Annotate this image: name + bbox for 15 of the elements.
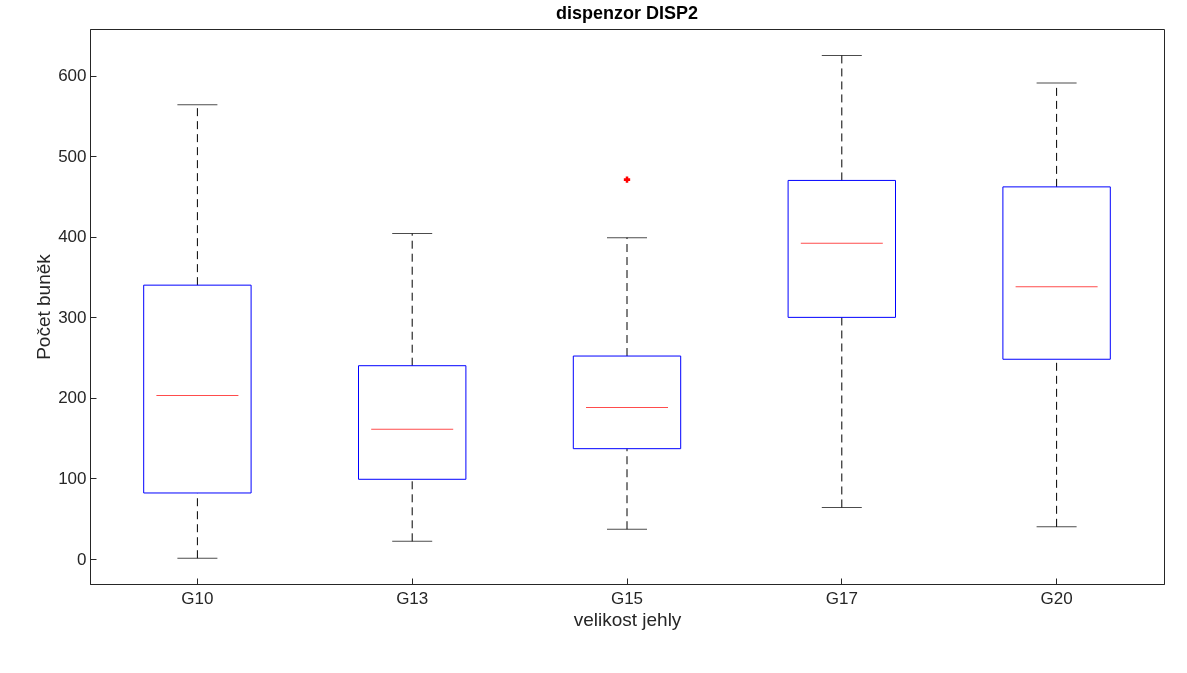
x-tick-label: G13 [396,588,429,608]
y-tick-label: 400 [58,227,87,247]
y-tick-label: 300 [58,307,87,327]
x-axis-title: velikost jehly [573,608,682,630]
y-tick-label: 500 [58,146,87,166]
x-tick-label: G10 [181,588,214,608]
y-tick-label: 200 [58,388,87,408]
x-tick-label: G15 [610,588,644,608]
y-tick-label: 0 [77,549,87,569]
y-tick-label: 600 [58,66,87,86]
x-tick-label: G20 [1040,588,1073,608]
y-axis-title: Počet buněk [33,253,55,360]
y-tick-label: 100 [58,468,87,488]
x-tick-label: G17 [825,588,858,608]
chart-title: dispenzor DISP2 [555,3,699,23]
